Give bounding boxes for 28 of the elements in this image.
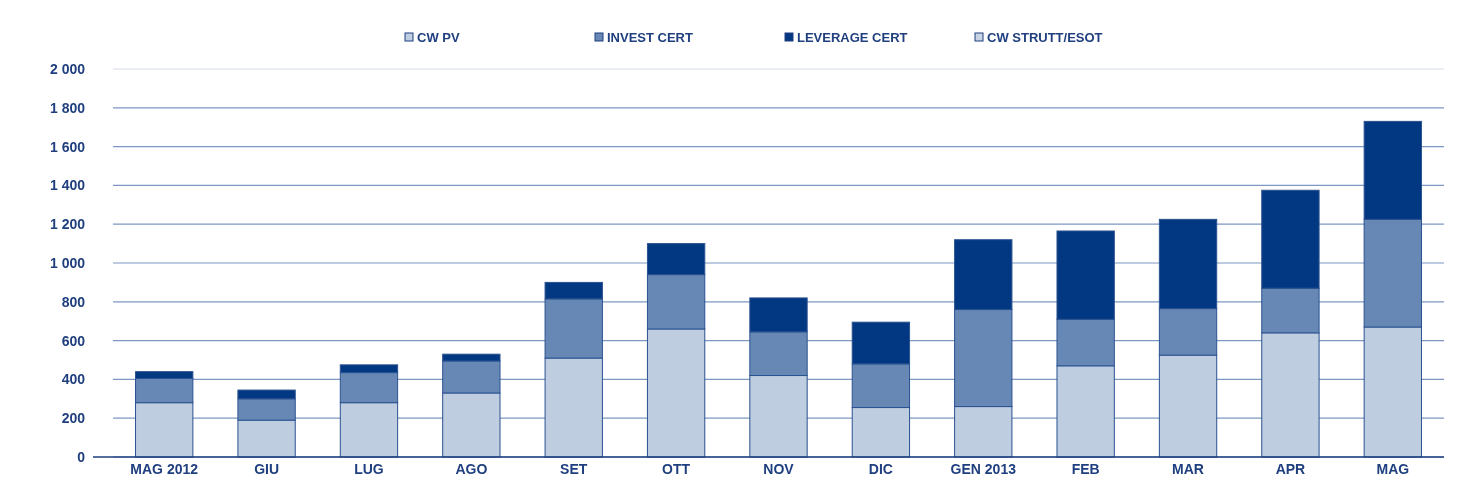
legend-label: CW PV [417,30,460,45]
legend-label: INVEST CERT [607,30,694,45]
x-tick-label: GIU [254,461,280,477]
x-tick-label: SET [560,461,588,477]
x-tick-label: FEB [1071,461,1100,477]
y-tick-label: 0 [77,448,86,465]
x-tick-label: LUG [354,461,384,477]
x-tick-label: MAG [1376,461,1410,477]
x-tick-label: AGO [455,461,488,477]
x-tick-label: DIC [868,461,893,477]
legend-label: CW STRUTT/ESOT [987,30,1103,45]
y-tick-label: 200 [61,410,86,427]
y-tick-label: 600 [61,332,86,349]
x-tick-label: NOV [763,461,795,477]
y-tick-label: 1 600 [49,138,86,155]
y-tick-label: 1 800 [49,99,86,116]
y-tick-label: 800 [61,293,86,310]
y-tick-label: 1 000 [49,254,86,271]
x-tick-label: OTT [662,461,691,477]
y-tick-label: 1 400 [49,177,86,194]
x-tick-label: GEN 2013 [950,461,1017,477]
y-tick-label: 1 200 [49,216,86,233]
y-tick-label: 400 [61,371,86,388]
y-tick-label: 2 000 [49,60,86,77]
legend-label: LEVERAGE CERT [797,30,908,45]
x-tick-label: MAG 2012 [130,461,199,477]
x-tick-label: APR [1275,461,1306,477]
x-tick-label: MAR [1172,461,1204,477]
